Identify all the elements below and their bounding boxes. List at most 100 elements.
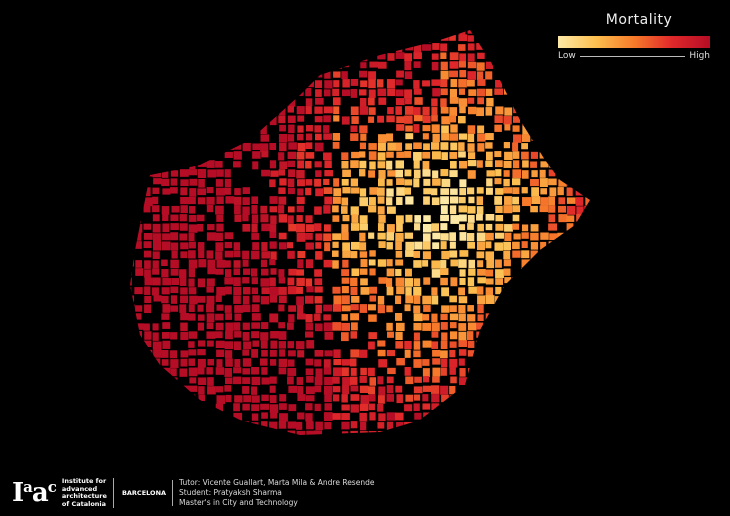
building-block <box>441 250 450 260</box>
building-block <box>395 295 402 305</box>
building-block <box>144 349 153 357</box>
building-block <box>449 170 458 178</box>
building-block <box>458 313 466 322</box>
building-block <box>135 313 142 320</box>
building-block <box>575 377 584 385</box>
building-block <box>243 268 251 275</box>
building-block <box>215 232 223 242</box>
building-block <box>215 268 224 275</box>
building-block <box>297 259 304 269</box>
building-block <box>134 43 141 50</box>
building-block <box>170 368 177 377</box>
building-block <box>305 403 313 411</box>
building-block <box>413 305 421 314</box>
building-block <box>152 251 160 259</box>
building-block <box>440 233 449 241</box>
building-block <box>513 106 520 114</box>
building-block <box>315 323 323 332</box>
building-block <box>188 278 195 287</box>
building-block <box>558 152 565 160</box>
building-block <box>252 106 261 114</box>
building-block <box>341 295 350 305</box>
building-block <box>360 97 367 107</box>
building-block <box>495 232 504 239</box>
building-block <box>130 178 132 187</box>
building-block <box>170 268 179 276</box>
building-block <box>260 430 269 435</box>
building-block <box>278 214 288 223</box>
building-block <box>251 413 259 421</box>
building-block <box>485 107 493 116</box>
building-block <box>548 88 557 96</box>
building-block <box>386 322 393 331</box>
building-block <box>386 376 394 384</box>
building-block <box>377 232 386 240</box>
building-block <box>135 412 144 422</box>
building-block <box>440 88 448 96</box>
building-block <box>243 43 251 52</box>
building-block <box>584 385 590 394</box>
building-block <box>459 269 466 277</box>
building-block <box>314 286 323 293</box>
building-block <box>314 70 323 78</box>
building-block <box>315 133 322 141</box>
building-block <box>521 143 529 150</box>
building-block <box>476 187 484 194</box>
building-block <box>395 313 403 321</box>
building-block <box>287 115 296 124</box>
building-block <box>549 394 558 402</box>
building-block <box>270 170 279 177</box>
building-block <box>549 233 558 241</box>
building-block <box>179 43 188 50</box>
building-block <box>441 412 448 421</box>
building-block <box>467 97 475 104</box>
building-block <box>575 98 583 106</box>
building-block <box>566 187 573 196</box>
building-block <box>450 124 458 133</box>
building-block <box>548 52 558 62</box>
building-block <box>369 286 378 294</box>
building-block <box>557 97 565 105</box>
building-block <box>197 223 204 232</box>
building-block <box>540 232 549 240</box>
building-block <box>495 169 502 177</box>
building-block <box>350 331 358 339</box>
building-block <box>377 403 384 412</box>
building-block <box>261 242 268 251</box>
building-block <box>476 350 485 359</box>
building-block <box>485 278 494 285</box>
building-block <box>395 277 405 286</box>
building-block <box>404 30 411 33</box>
building-block <box>315 170 322 177</box>
building-block <box>548 214 556 223</box>
building-block <box>261 223 270 232</box>
building-block <box>539 358 547 365</box>
building-block <box>269 116 277 126</box>
building-block <box>261 394 269 402</box>
building-block <box>143 125 151 133</box>
building-block <box>269 241 277 249</box>
building-block <box>494 422 503 431</box>
building-block <box>594 332 601 339</box>
building-block <box>225 377 233 385</box>
building-block <box>188 358 196 366</box>
building-block <box>297 115 305 122</box>
building-block <box>467 206 476 214</box>
building-block <box>440 350 448 359</box>
building-block <box>243 341 252 350</box>
building-block <box>585 151 590 159</box>
building-block <box>279 394 287 402</box>
building-block <box>458 79 467 88</box>
building-block <box>422 431 431 435</box>
building-block <box>575 431 583 435</box>
building-block <box>413 278 421 287</box>
building-block <box>359 160 367 169</box>
building-block <box>224 61 232 70</box>
building-block <box>305 88 312 97</box>
building-block <box>288 124 295 134</box>
building-block <box>593 89 601 95</box>
building-block <box>576 170 584 178</box>
building-block <box>440 367 447 376</box>
building-block <box>224 341 234 350</box>
building-block <box>161 287 170 295</box>
